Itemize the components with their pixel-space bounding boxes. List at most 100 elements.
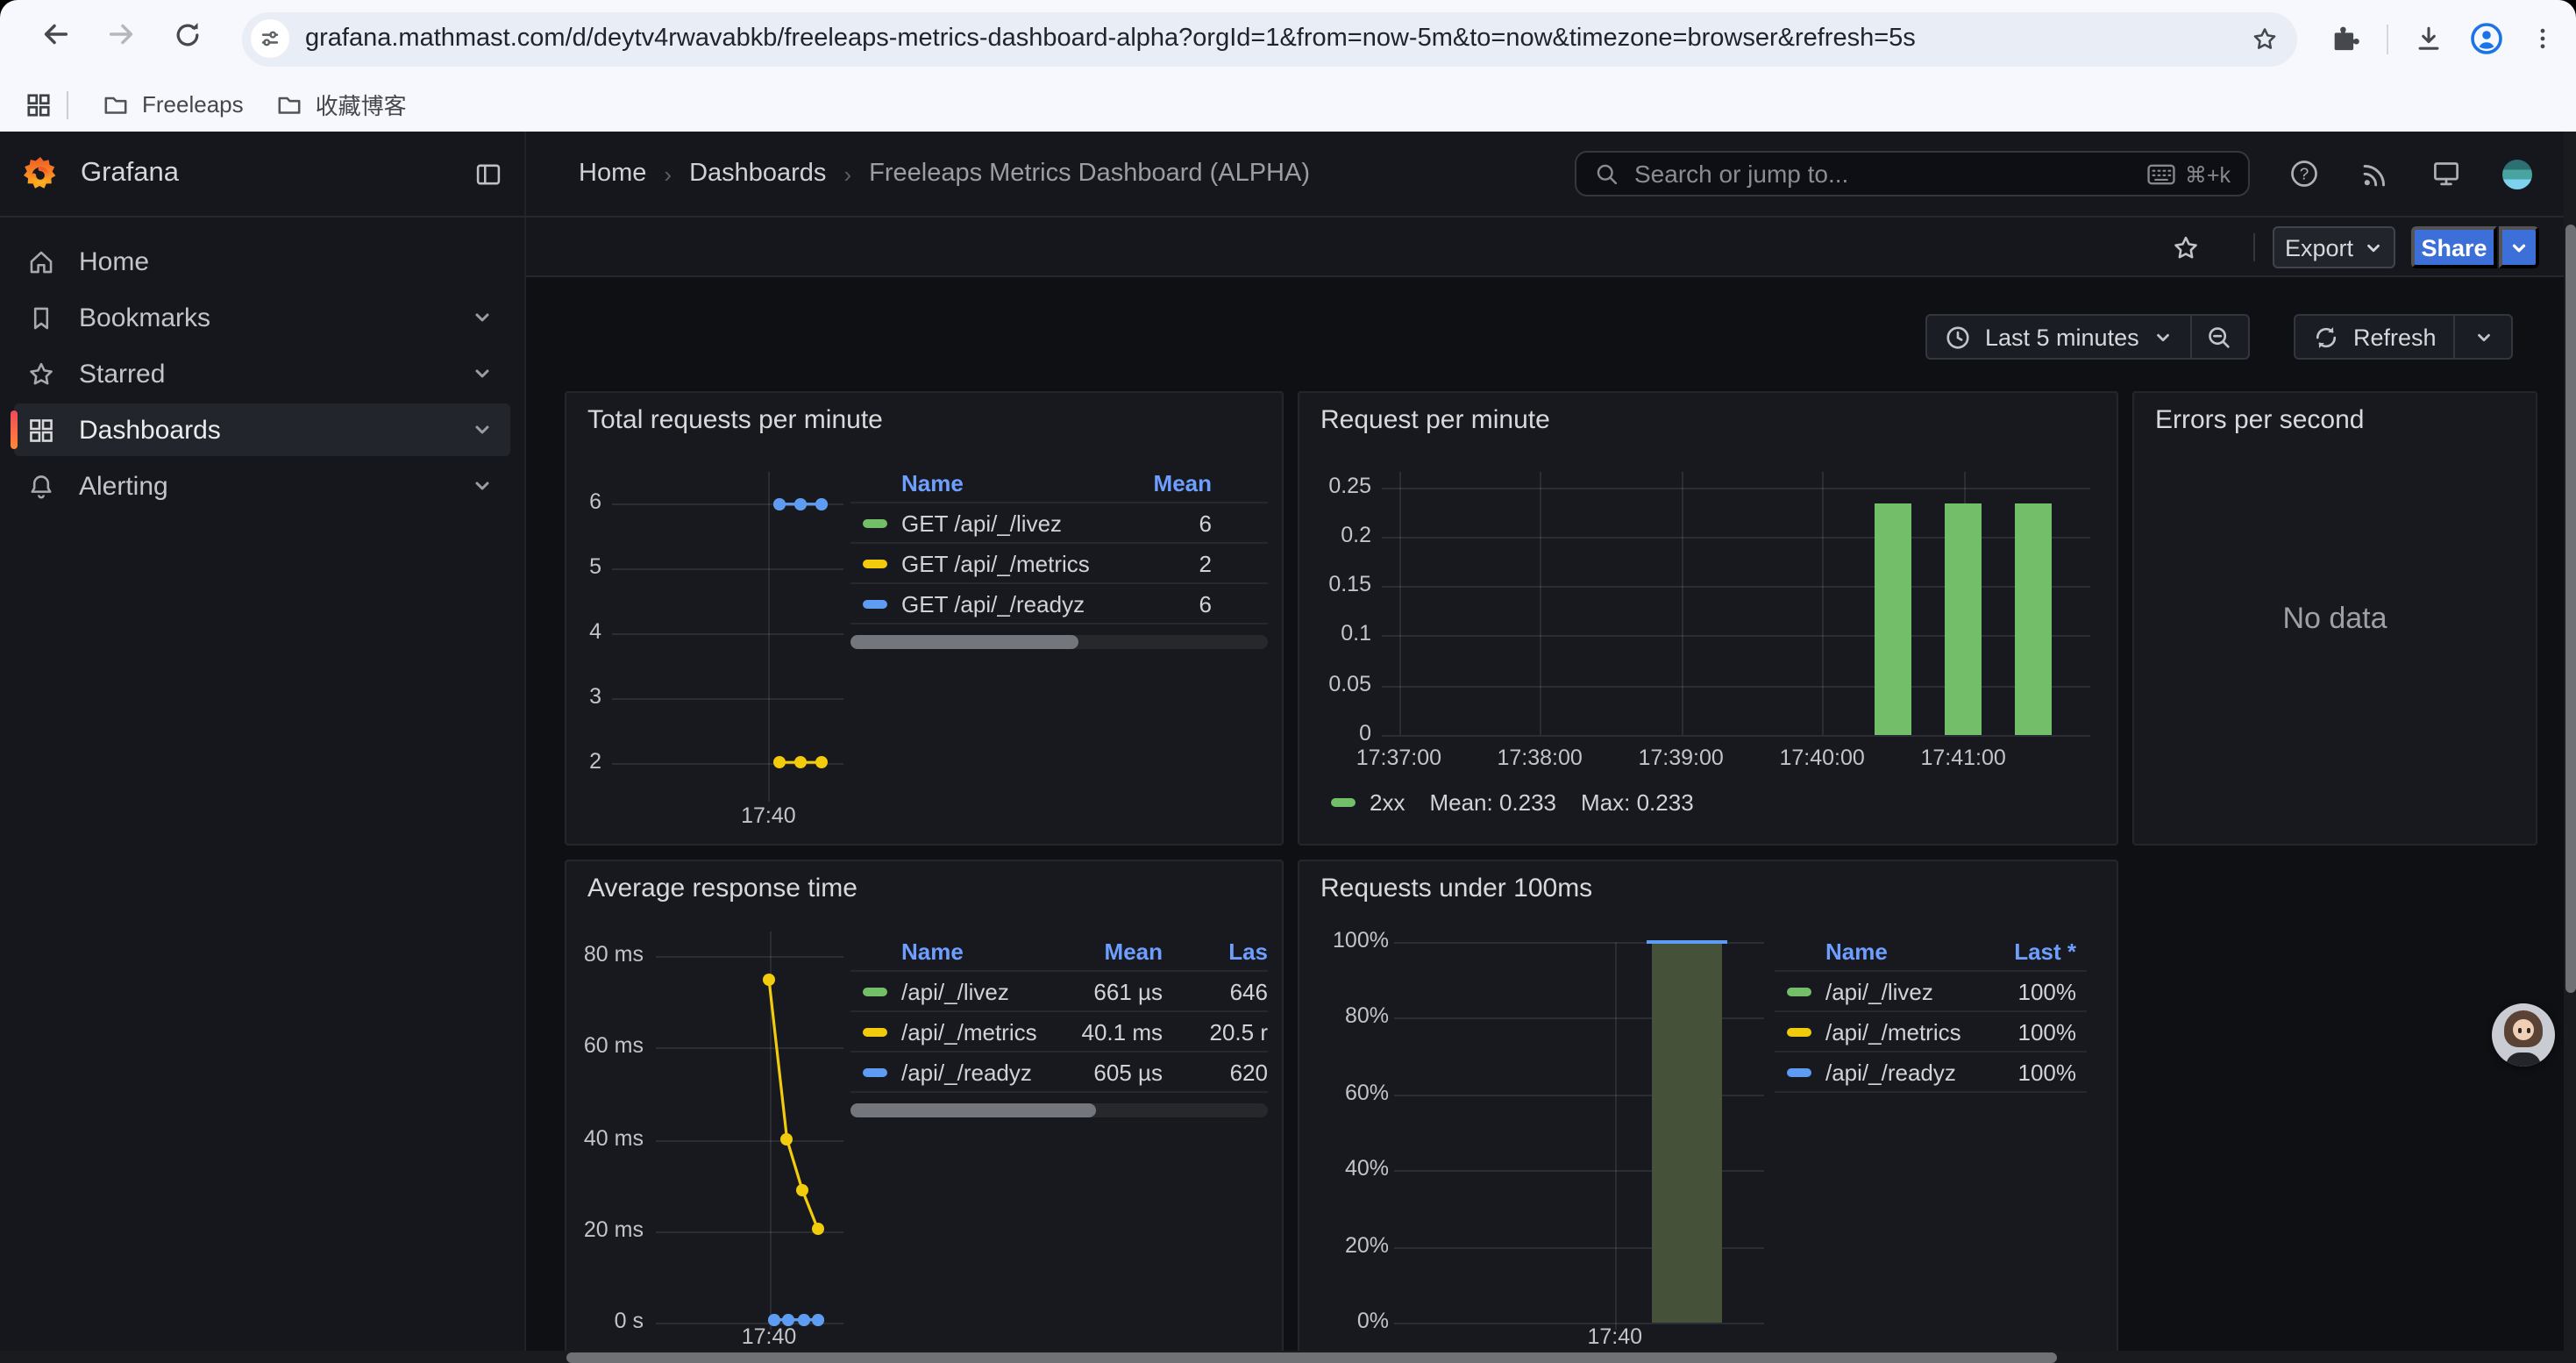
- panel-title[interactable]: Total requests per minute: [587, 405, 883, 435]
- extensions-icon[interactable]: [2330, 23, 2362, 54]
- zoom-out-button[interactable]: [2192, 314, 2250, 360]
- legend-scrollbar[interactable]: [850, 635, 1268, 649]
- gl-h: [612, 504, 843, 506]
- bookmark-folder-blogs[interactable]: 收藏博客: [260, 82, 423, 126]
- legend-header-name[interactable]: Name: [1825, 933, 1888, 972]
- monitor-icon[interactable]: [2430, 158, 2462, 189]
- legend-header-last[interactable]: Last *: [2014, 933, 2076, 972]
- reload-button[interactable]: [161, 12, 214, 65]
- export-button[interactable]: Export: [2273, 226, 2395, 268]
- tick-x: 17:40: [1555, 1324, 1675, 1349]
- avatar-eye: [2517, 1028, 2521, 1033]
- panel-title[interactable]: Request per minute: [1320, 405, 1550, 435]
- sidebar-item-label: Bookmarks: [79, 303, 210, 332]
- refresh-button[interactable]: Refresh: [2294, 314, 2456, 360]
- toolbar-actions: [2318, 21, 2569, 56]
- scrollbar-thumb[interactable]: [850, 1103, 1096, 1117]
- panel-title[interactable]: Average response time: [587, 874, 857, 903]
- dot: [815, 498, 827, 510]
- download-icon[interactable]: [2413, 23, 2444, 54]
- scrollbar-thumb[interactable]: [566, 1352, 2057, 1362]
- chevron-down-icon: [2474, 327, 2494, 346]
- chevron-down-icon[interactable]: [472, 419, 493, 440]
- legend-row[interactable]: /api/_/livez 100%: [1775, 972, 2087, 1012]
- chevron-down-icon[interactable]: [472, 475, 493, 496]
- bookmark-folder-freeleaps[interactable]: Freeleaps: [86, 85, 260, 124]
- legend-header-mean[interactable]: Mean: [1105, 933, 1163, 972]
- sidebar-item-alerting[interactable]: Alerting: [14, 460, 510, 512]
- gl-v: [768, 472, 770, 802]
- series-color-pill: [863, 599, 887, 608]
- breadcrumb-home[interactable]: Home: [579, 160, 646, 188]
- sidebar-item-dashboards[interactable]: Dashboards: [14, 403, 510, 456]
- avatar-body: [2506, 1053, 2541, 1067]
- sidebar-item-starred[interactable]: Starred: [14, 347, 510, 400]
- page-horizontal-scrollbar[interactable]: [0, 1351, 2564, 1363]
- series-color-pill: [1787, 1067, 1811, 1076]
- sidebar-item-home[interactable]: Home: [14, 235, 510, 288]
- apps-grid-icon[interactable]: [25, 90, 53, 118]
- panel-title[interactable]: Requests under 100ms: [1320, 874, 1592, 903]
- profile-avatar[interactable]: [2469, 21, 2504, 56]
- legend-row[interactable]: /api/_/metrics 100%: [1775, 1012, 2087, 1053]
- search-input[interactable]: [1634, 160, 2132, 188]
- sidebar-toggle-button[interactable]: [473, 159, 503, 189]
- panel-average-response-time: Average response time 0 s20 ms40 ms60 ms…: [565, 860, 1284, 1363]
- floating-assistant-avatar[interactable]: [2492, 1003, 2555, 1067]
- panel-legend: Name Mean Las /api/_/livez 661 µs 646 /a…: [850, 933, 1268, 1117]
- dot: [763, 973, 775, 985]
- bookmark-star-icon[interactable]: [2250, 24, 2280, 54]
- favorite-dashboard-button[interactable]: [2162, 226, 2208, 268]
- legend-row[interactable]: GET /api/_/livez 6: [850, 503, 1268, 544]
- chevron-right-icon: ›: [843, 161, 851, 187]
- panel-title[interactable]: Errors per second: [2155, 405, 2364, 435]
- help-icon[interactable]: ?: [2288, 158, 2320, 189]
- tick-y: 40%: [1299, 1156, 1389, 1181]
- series-name: GET /api/_/readyz: [901, 584, 1085, 624]
- bookmarks-divider: [67, 90, 68, 118]
- series-color-pill: [863, 1067, 887, 1076]
- back-button[interactable]: [28, 12, 81, 65]
- time-range-picker[interactable]: Last 5 minutes: [1925, 314, 2192, 360]
- address-bar[interactable]: grafana.mathmast.com/d/deytv4rwavabkb/fr…: [242, 11, 2297, 66]
- scrollbar-thumb[interactable]: [850, 635, 1078, 649]
- panel-errors-per-second: Errors per second No data: [2132, 391, 2537, 846]
- legend-row[interactable]: /api/_/metrics 40.1 ms 20.5 r: [850, 1012, 1268, 1053]
- legend-header-mean[interactable]: Mean: [1154, 465, 1212, 503]
- panel-legend[interactable]: 2xx Mean: 0.233 Max: 0.233: [1331, 789, 1694, 816]
- chevron-down-icon[interactable]: [472, 363, 493, 384]
- share-menu-button[interactable]: [2499, 226, 2539, 268]
- series-last: 20.5 r: [1210, 1012, 1269, 1053]
- legend-row[interactable]: /api/_/readyz 605 µs 620: [850, 1053, 1268, 1093]
- chevron-right-icon: ›: [664, 161, 672, 187]
- series-name: 2xx: [1370, 789, 1405, 816]
- tick-y: 60%: [1299, 1081, 1389, 1105]
- scrollbar-thumb[interactable]: [2565, 225, 2575, 993]
- series-max: Max: 0.233: [1581, 789, 1694, 816]
- grafana-logo[interactable]: [21, 153, 60, 194]
- refresh-interval-button[interactable]: [2456, 314, 2514, 360]
- sidebar-item-bookmarks[interactable]: Bookmarks: [14, 291, 510, 344]
- legend-row[interactable]: /api/_/livez 661 µs 646: [850, 972, 1268, 1012]
- legend-scrollbar[interactable]: [850, 1103, 1268, 1117]
- legend-header-name[interactable]: Name: [901, 933, 964, 972]
- legend-header-name[interactable]: Name: [901, 465, 964, 503]
- legend-header-last[interactable]: Las: [1228, 933, 1268, 972]
- series-mean: 661 µs: [1093, 972, 1163, 1012]
- user-avatar[interactable]: [2502, 159, 2532, 189]
- chevron-down-icon[interactable]: [472, 307, 493, 328]
- legend-row[interactable]: GET /api/_/readyz 6: [850, 584, 1268, 624]
- news-rss-icon[interactable]: [2360, 159, 2390, 189]
- forward-button[interactable]: [95, 12, 147, 65]
- legend-row[interactable]: GET /api/_/metrics 2: [850, 544, 1268, 584]
- page-vertical-scrollbar[interactable]: [2564, 132, 2576, 1363]
- browser-menu-icon[interactable]: [2529, 25, 2557, 53]
- share-button[interactable]: Share: [2411, 226, 2497, 268]
- breadcrumb-dashboards[interactable]: Dashboards: [689, 160, 826, 188]
- search-box[interactable]: ⌘+k: [1575, 151, 2250, 196]
- bookmark-label: Freeleaps: [142, 91, 244, 118]
- gl-h: [1382, 735, 2090, 737]
- site-info-icon[interactable]: [251, 19, 289, 58]
- legend-row[interactable]: /api/_/readyz 100%: [1775, 1053, 2087, 1093]
- tick-y: 0.15: [1299, 572, 1371, 596]
